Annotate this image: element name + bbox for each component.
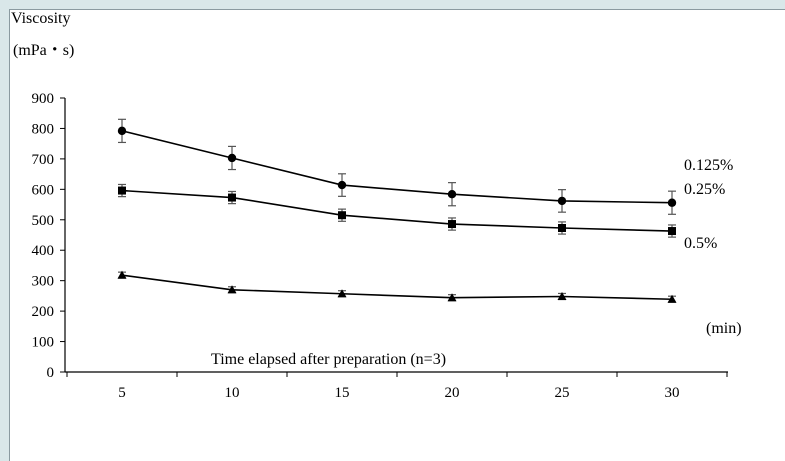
series-line	[121, 189, 673, 232]
data-point-circle	[447, 190, 457, 199]
data-point-triangle	[447, 293, 457, 302]
y-tick-label: 0	[47, 365, 55, 381]
data-point-triangle	[557, 291, 567, 300]
data-point-square	[338, 211, 346, 220]
viscosity-chart: Viscosity (mPa・s) 0 100 200 300 400 500 600 700…	[11, 10, 742, 401]
y-tick-label: 300	[32, 274, 55, 290]
data-point-triangle	[117, 270, 127, 279]
data-point-square	[668, 227, 676, 236]
series-circle	[117, 118, 677, 215]
data-point-triangle	[337, 289, 347, 298]
x-tick-label: 5	[118, 385, 126, 401]
series-line	[121, 130, 673, 204]
y-tick-labels: 0 100 200 300 400 500 600 700 800 900	[32, 91, 55, 381]
series-triangle	[117, 270, 677, 303]
x-tick-label: 20	[445, 385, 460, 401]
data-point-circle	[227, 153, 237, 163]
data-point-circle	[667, 198, 677, 207]
series-label: 0.125%	[684, 157, 733, 174]
y-axis-title-line1: Viscosity	[11, 10, 70, 27]
x-tick-label: 10	[225, 385, 240, 401]
y-tick-label: 500	[32, 213, 55, 229]
x-axis-title: Time elapsed after preparation (n=3)	[211, 351, 446, 368]
axes	[60, 97, 728, 377]
data-point-square	[448, 220, 456, 229]
data-point-triangle	[227, 285, 237, 294]
y-tick-label: 600	[32, 182, 55, 198]
y-tick-label: 400	[32, 243, 55, 259]
y-tick-label: 100	[32, 335, 55, 351]
y-tick-label: 800	[32, 121, 55, 137]
series-label: 0.25%	[684, 181, 725, 198]
data-point-circle	[117, 126, 127, 136]
x-tick-label: 15	[335, 385, 350, 401]
data-point-square	[118, 186, 126, 195]
x-tick-label: 25	[555, 385, 570, 401]
series-labels: 0.125% 0.25% 0.5%	[684, 157, 733, 252]
y-tick-label: 700	[32, 152, 55, 168]
data-point-square	[558, 223, 566, 232]
chart-frame: Viscosity (mPa・s) 0 100 200 300 400 500 600 700…	[9, 9, 785, 461]
x-tick-labels: 5 10 15 20 25 30	[118, 385, 679, 401]
series-square	[118, 183, 676, 238]
data-point-circle	[557, 196, 567, 206]
y-tick-label: 900	[32, 91, 55, 107]
data-point-square	[228, 193, 236, 202]
x-axis-unit: (min)	[706, 320, 742, 337]
plot-area	[117, 118, 677, 303]
series-label: 0.5%	[684, 235, 717, 252]
data-point-triangle	[667, 294, 677, 303]
y-axis-title-line2: (mPa・s)	[13, 42, 74, 59]
y-tick-label: 200	[32, 304, 55, 320]
series-line	[121, 274, 673, 301]
data-point-circle	[337, 180, 347, 190]
x-tick-label: 30	[665, 385, 680, 401]
